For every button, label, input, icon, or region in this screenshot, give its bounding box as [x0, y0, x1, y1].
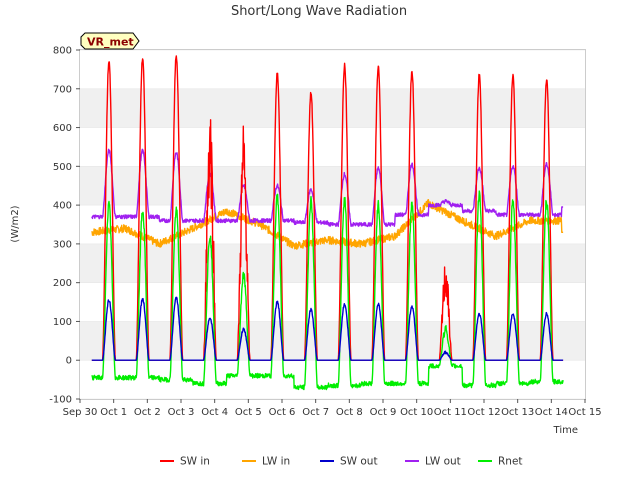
y-tick-label: 0: [66, 356, 72, 367]
y-tick-label: 700: [53, 84, 72, 95]
grid-band: [80, 321, 585, 361]
x-tick-label: Oct 4: [201, 407, 228, 418]
x-tick-label: Oct 11: [434, 407, 467, 418]
grid-band: [80, 166, 585, 206]
series-line-rnet: [91, 190, 564, 391]
y-tick-label: 300: [53, 239, 72, 250]
grid-band: [80, 88, 585, 128]
y-tick-label: 100: [53, 317, 72, 328]
x-tick-label: Oct 10: [400, 407, 433, 418]
legend-label: LW in: [262, 456, 290, 468]
legend-label: SW in: [180, 456, 210, 468]
series-line-sw-out: [91, 296, 564, 361]
x-tick-label: Oct 12: [467, 407, 500, 418]
plot-area: [91, 55, 564, 391]
x-tick-label: Oct 15: [568, 407, 601, 418]
station-tag: VR_met: [80, 32, 140, 50]
y-tick-label: -100: [49, 395, 72, 406]
legend-label: SW out: [340, 456, 378, 468]
grid-band: [80, 243, 585, 283]
x-tick-label: Oct 3: [168, 407, 195, 418]
series-line-lw-out: [91, 148, 564, 228]
x-tick-label: Oct 13: [501, 407, 534, 418]
series-line-lw-in: [91, 199, 564, 250]
x-tick-label: Oct 9: [370, 407, 397, 418]
x-tick-label: Oct 8: [336, 407, 363, 418]
x-tick-label: Sep 30: [63, 407, 98, 418]
x-tick-label: Oct 14: [535, 407, 568, 418]
plot-frame: [79, 49, 586, 400]
x-axis-label: Time: [553, 425, 578, 436]
chart-title: Short/Long Wave Radiation: [231, 4, 407, 19]
x-tick-label: Oct 2: [134, 407, 161, 418]
y-tick-label: 500: [53, 162, 72, 173]
y-tick-label: 400: [53, 201, 72, 212]
x-tick-label: Oct 6: [269, 407, 296, 418]
y-tick-label: 800: [53, 46, 72, 57]
y-tick-label: 200: [53, 278, 72, 289]
station-tag-label: VR_met: [87, 36, 134, 49]
x-axis-ticks: Sep 30 Oct 1 Oct 2 Oct 3 Oct 4 Oct 5 Oct 6 Oct …: [63, 399, 602, 418]
x-tick-label: Oct 1: [100, 407, 127, 418]
y-axis-label: (W/m2): [10, 205, 21, 242]
x-tick-label: Oct 7: [302, 407, 329, 418]
legend-label: LW out: [425, 456, 461, 468]
y-axis-ticks: -100 0 100 200 300 400 500 600 700 800: [49, 46, 80, 406]
legend: SW in LW in SW out LW out Rnet: [160, 456, 523, 468]
y-tick-label: 600: [53, 123, 72, 134]
x-tick-label: Oct 5: [235, 407, 262, 418]
legend-label: Rnet: [498, 456, 523, 468]
station-tag-box: [80, 32, 140, 50]
